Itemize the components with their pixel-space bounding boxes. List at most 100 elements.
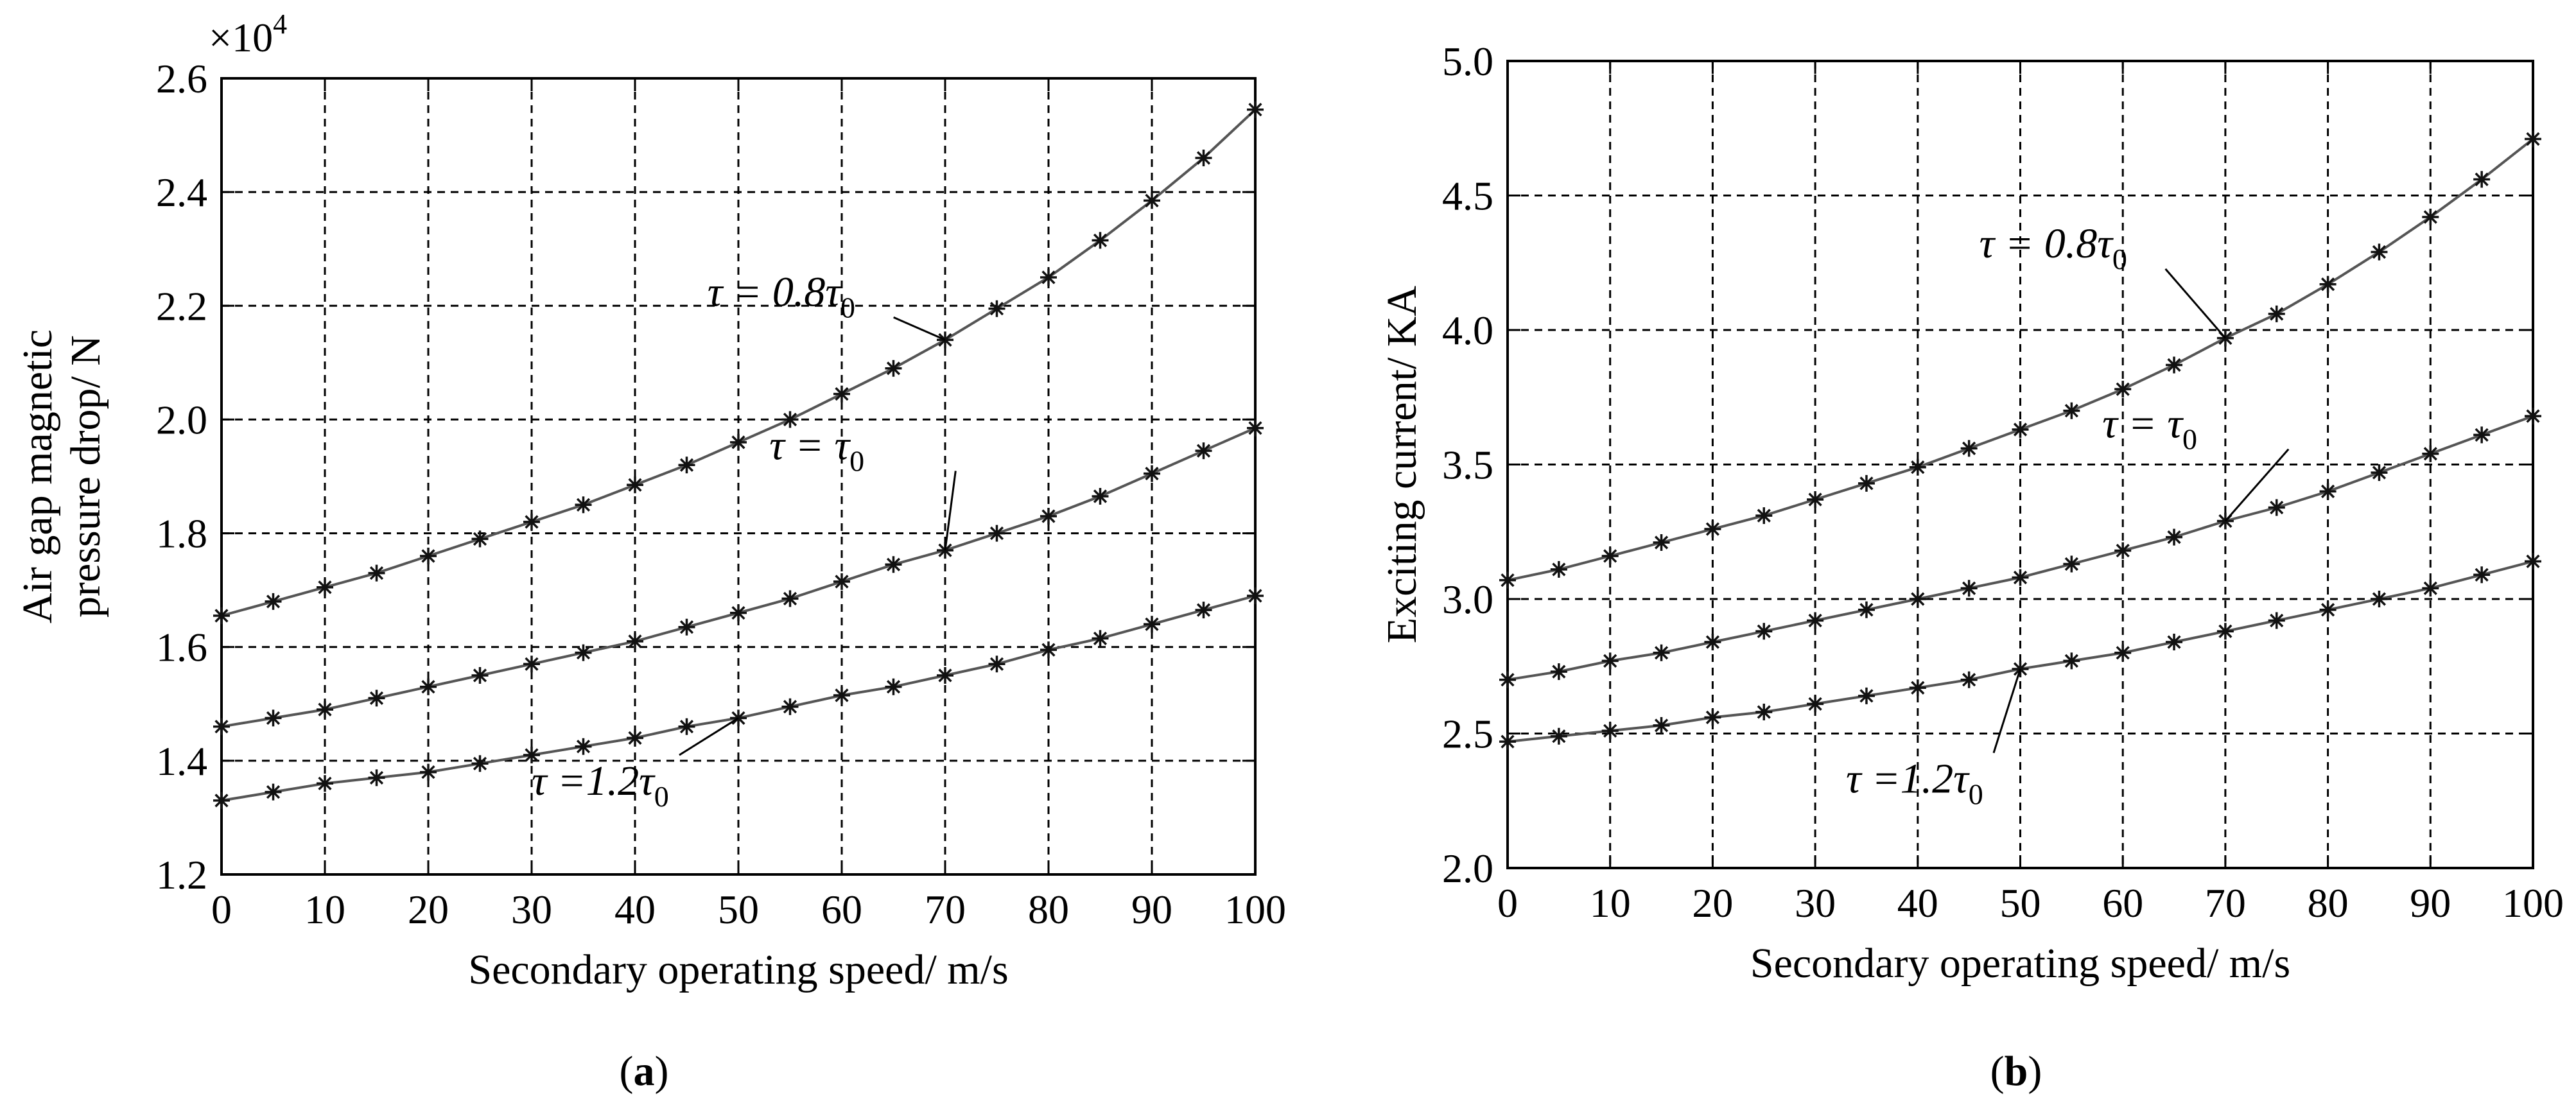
data-point-marker (265, 709, 282, 727)
x-tick-label: 90 (2410, 880, 2451, 926)
x-tick-label: 0 (211, 887, 232, 932)
x-tick-label: 0 (1497, 880, 1518, 926)
x-tick-label: 40 (1897, 880, 1938, 926)
data-point-marker (678, 456, 695, 474)
data-point-marker (885, 678, 902, 695)
data-point-marker (1704, 634, 1721, 651)
data-point-marker (213, 792, 230, 809)
x-tick-label: 80 (1028, 887, 1069, 932)
y-tick-label: 1.8 (156, 511, 207, 557)
data-point-marker (1858, 687, 1875, 704)
data-point-marker (885, 360, 902, 377)
data-point-marker (1195, 150, 1212, 166)
data-point-marker (1755, 507, 1773, 525)
data-point-marker (988, 656, 1005, 673)
data-point-marker (420, 548, 437, 564)
data-point-marker (885, 556, 902, 573)
data-point-marker (2012, 421, 2029, 439)
annotation-leader-line (944, 471, 957, 551)
data-point-marker (781, 590, 799, 607)
x-tick-label: 60 (2102, 880, 2143, 926)
data-point-marker (1601, 652, 1619, 670)
y-tick-label: 2.6 (156, 56, 207, 101)
y-tick-label: 2.5 (1442, 711, 1493, 757)
data-point-marker (1499, 571, 1516, 589)
series-annotation-ann-b-10: τ = τ0 (2102, 401, 2197, 456)
data-point-marker (1247, 587, 1264, 604)
data-point-marker (1909, 679, 1926, 697)
series-annotation-ann-a-10: τ = τ0 (769, 422, 864, 477)
data-point-marker (1144, 465, 1160, 482)
data-point-marker (2319, 483, 2337, 500)
data-point-marker (1807, 612, 1824, 629)
data-point-marker (1653, 644, 1670, 661)
panel-label: (a) (620, 1048, 669, 1095)
annotation-leader-line (2224, 448, 2290, 522)
data-point-marker (988, 300, 1005, 317)
data-point-marker (988, 525, 1005, 542)
data-point-marker (2525, 553, 2541, 570)
data-point-marker (2525, 130, 2541, 148)
annotation-leader-line (679, 717, 739, 756)
y-axis-label: Air gap magnetic (14, 329, 61, 623)
data-point-marker (781, 411, 799, 428)
x-tick-label: 60 (821, 887, 862, 932)
data-point-marker (1704, 709, 1721, 726)
y-axis-label: Exciting current/ KA (1379, 286, 1425, 644)
annotation-leader-line (2164, 268, 2227, 339)
x-tick-label: 100 (2502, 880, 2564, 926)
data-point-marker (833, 385, 850, 403)
data-point-marker (471, 755, 489, 772)
x-tick-label: 20 (1692, 880, 1733, 926)
y-tick-label: 1.6 (156, 625, 207, 670)
panel-label: (b) (1990, 1048, 2042, 1095)
data-point-marker (1601, 547, 1619, 564)
data-point-marker (1499, 671, 1516, 688)
data-point-marker (627, 632, 643, 650)
x-tick-label: 40 (614, 887, 656, 932)
data-point-marker (1144, 616, 1160, 633)
y-axis-label: pressure drop/ N (62, 335, 109, 618)
x-tick-label: 100 (1224, 887, 1286, 932)
data-point-marker (1092, 630, 1109, 647)
data-point-marker (1653, 717, 1670, 734)
data-point-marker (523, 747, 540, 763)
data-point-marker (937, 667, 953, 684)
data-point-marker (1858, 474, 1875, 492)
x-axis-label: Secondary operating speed/ m/s (1750, 940, 2290, 987)
data-point-marker (265, 593, 282, 610)
data-point-marker (2422, 580, 2439, 597)
data-point-marker (781, 698, 799, 715)
data-point-marker (2114, 381, 2132, 398)
data-point-marker (1807, 695, 1824, 713)
x-tick-label: 50 (718, 887, 759, 932)
data-point-marker (627, 476, 643, 494)
x-tick-label: 90 (1131, 887, 1172, 932)
data-point-marker (1092, 232, 1109, 249)
y-tick-label: 1.4 (156, 738, 207, 784)
data-point-marker (2268, 305, 2285, 322)
data-point-marker (1499, 733, 1516, 751)
data-point-marker (213, 718, 230, 735)
data-point-marker (2012, 569, 2029, 586)
data-point-marker (368, 690, 385, 707)
data-point-marker (575, 738, 592, 755)
data-point-marker (2525, 408, 2541, 425)
series-annotation-ann-a-08: τ = 0.8τ0 (708, 268, 855, 324)
data-point-marker (2063, 652, 2080, 670)
data-point-marker (1040, 269, 1057, 286)
data-point-marker (2268, 499, 2285, 516)
annotation-leader-line (1992, 668, 2021, 754)
y-tick-label: 2.4 (156, 169, 207, 215)
y-tick-label: 2.0 (156, 397, 207, 442)
data-point-marker (833, 573, 850, 590)
panel-b: 0 10 20 30 40 50 60 70 80 90 100 2.0 2.5 3.0 3.5 4.0 4.5… (1379, 39, 2564, 1095)
y-tick-label: 5.0 (1442, 39, 1493, 84)
data-point-marker (1550, 663, 1567, 681)
data-point-marker (1909, 591, 1926, 607)
data-point-marker (471, 667, 489, 684)
data-point-marker (2216, 623, 2234, 640)
series-annotation-ann-b-12: τ =1.2τ0 (1846, 756, 1983, 811)
data-point-marker (1195, 442, 1212, 460)
data-point-marker (523, 513, 540, 530)
